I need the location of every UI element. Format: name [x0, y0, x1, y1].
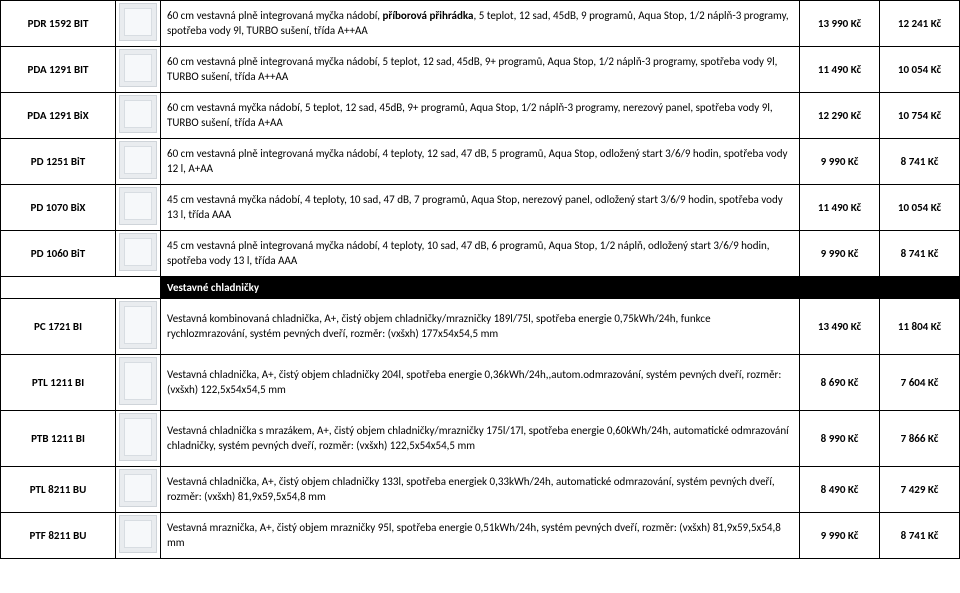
price-primary: 9 990 Kč	[800, 139, 880, 185]
section-title: Vestavné chladničky	[161, 277, 960, 299]
product-thumb-cell	[116, 467, 161, 513]
product-code: PTL 8211 BU	[1, 467, 116, 513]
product-description: 60 cm vestavná plně integrovaná myčka ná…	[161, 139, 800, 185]
price-secondary: 10 054 Kč	[880, 47, 960, 93]
table-row: PDR 1592 BIT 60 cm vestavná plně integrov…	[1, 1, 960, 47]
product-description: 45 cm vestavná plně integrovaná myčka ná…	[161, 231, 800, 277]
price-secondary: 8 741 Kč	[880, 139, 960, 185]
product-description: Vestavná kombinovaná chladnička, A+, čis…	[161, 299, 800, 355]
price-secondary: 7 866 Kč	[880, 411, 960, 467]
product-thumbnail	[119, 3, 157, 41]
product-thumb-cell	[116, 93, 161, 139]
price-primary: 11 490 Kč	[800, 185, 880, 231]
price-primary: 13 990 Kč	[800, 1, 880, 47]
product-code: PDA 1291 BiX	[1, 93, 116, 139]
price-secondary: 10 754 Kč	[880, 93, 960, 139]
price-secondary: 10 054 Kč	[880, 185, 960, 231]
table-row: PC 1721 BI Vestavná kombinovaná chladničk…	[1, 299, 960, 355]
table-row: PD 1251 BiT 60 cm vestavná plně integrova…	[1, 139, 960, 185]
price-primary: 8 690 Kč	[800, 355, 880, 411]
price-primary: 12 290 Kč	[800, 93, 880, 139]
product-code: PDR 1592 BIT	[1, 1, 116, 47]
product-description: 60 cm vestavná plně integrovaná myčka ná…	[161, 1, 800, 47]
product-thumb-cell	[116, 185, 161, 231]
product-description: 60 cm vestavná plně integrovaná myčka ná…	[161, 47, 800, 93]
product-thumbnail	[119, 233, 157, 271]
price-secondary: 7 429 Kč	[880, 467, 960, 513]
product-thumbnail	[119, 49, 157, 87]
product-code: PD 1070 BiX	[1, 185, 116, 231]
product-thumbnail	[119, 95, 157, 133]
product-code: PD 1060 BiT	[1, 231, 116, 277]
product-description: Vestavná chladnička, A+, čistý objem chl…	[161, 467, 800, 513]
product-table: PDR 1592 BIT 60 cm vestavná plně integrov…	[0, 0, 960, 559]
product-description: Vestavná chladnička s mrazákem, A+, čist…	[161, 411, 800, 467]
product-thumbnail	[119, 141, 157, 179]
product-code: PC 1721 BI	[1, 299, 116, 355]
table-row: PTL 8211 BU Vestavná chladnička, A+, čist…	[1, 467, 960, 513]
price-primary: 13 490 Kč	[800, 299, 880, 355]
table-row: PDA 1291 BIT 60 cm vestavná plně integrov…	[1, 47, 960, 93]
table-row: PD 1060 BiT 45 cm vestavná plně integrova…	[1, 231, 960, 277]
product-thumbnail	[119, 187, 157, 225]
product-code: PDA 1291 BIT	[1, 47, 116, 93]
table-row: PD 1070 BiX 45 cm vestavná myčka nádobí, …	[1, 185, 960, 231]
price-secondary: 8 741 Kč	[880, 231, 960, 277]
product-description: Vestavná mraznička, A+, čistý objem mraz…	[161, 513, 800, 559]
product-description: 45 cm vestavná myčka nádobí, 4 teploty, …	[161, 185, 800, 231]
product-thumbnail	[119, 515, 157, 553]
price-primary: 8 490 Kč	[800, 467, 880, 513]
section-header-row: Vestavné chladničky	[1, 277, 960, 299]
price-primary: 9 990 Kč	[800, 231, 880, 277]
price-secondary: 12 241 Kč	[880, 1, 960, 47]
product-code: PTL 1211 BI	[1, 355, 116, 411]
product-thumb-cell	[116, 139, 161, 185]
price-primary: 9 990 Kč	[800, 513, 880, 559]
product-thumbnail	[119, 413, 157, 461]
table-row: PTF 8211 BU Vestavná mraznička, A+, čistý…	[1, 513, 960, 559]
product-thumb-cell	[116, 299, 161, 355]
product-thumbnail	[119, 357, 157, 405]
section-blank	[1, 277, 116, 299]
section-blank	[116, 277, 161, 299]
product-description: 60 cm vestavná myčka nádobí, 5 teplot, 1…	[161, 93, 800, 139]
price-primary: 8 990 Kč	[800, 411, 880, 467]
product-thumb-cell	[116, 411, 161, 467]
product-thumb-cell	[116, 355, 161, 411]
product-thumbnail	[119, 469, 157, 507]
product-description: Vestavná chladnička, A+, čistý objem chl…	[161, 355, 800, 411]
product-thumbnail	[119, 301, 157, 349]
product-thumb-cell	[116, 47, 161, 93]
product-thumb-cell	[116, 513, 161, 559]
price-secondary: 11 804 Kč	[880, 299, 960, 355]
product-code: PTF 8211 BU	[1, 513, 116, 559]
price-secondary: 7 604 Kč	[880, 355, 960, 411]
price-primary: 11 490 Kč	[800, 47, 880, 93]
table-row: PTL 1211 BI Vestavná chladnička, A+, čist…	[1, 355, 960, 411]
table-row: PTB 1211 BI Vestavná chladnička s mrazáke…	[1, 411, 960, 467]
product-thumb-cell	[116, 231, 161, 277]
table-row: PDA 1291 BiX 60 cm vestavná myčka nádobí,…	[1, 93, 960, 139]
product-thumb-cell	[116, 1, 161, 47]
product-code: PTB 1211 BI	[1, 411, 116, 467]
product-code: PD 1251 BiT	[1, 139, 116, 185]
price-secondary: 8 741 Kč	[880, 513, 960, 559]
